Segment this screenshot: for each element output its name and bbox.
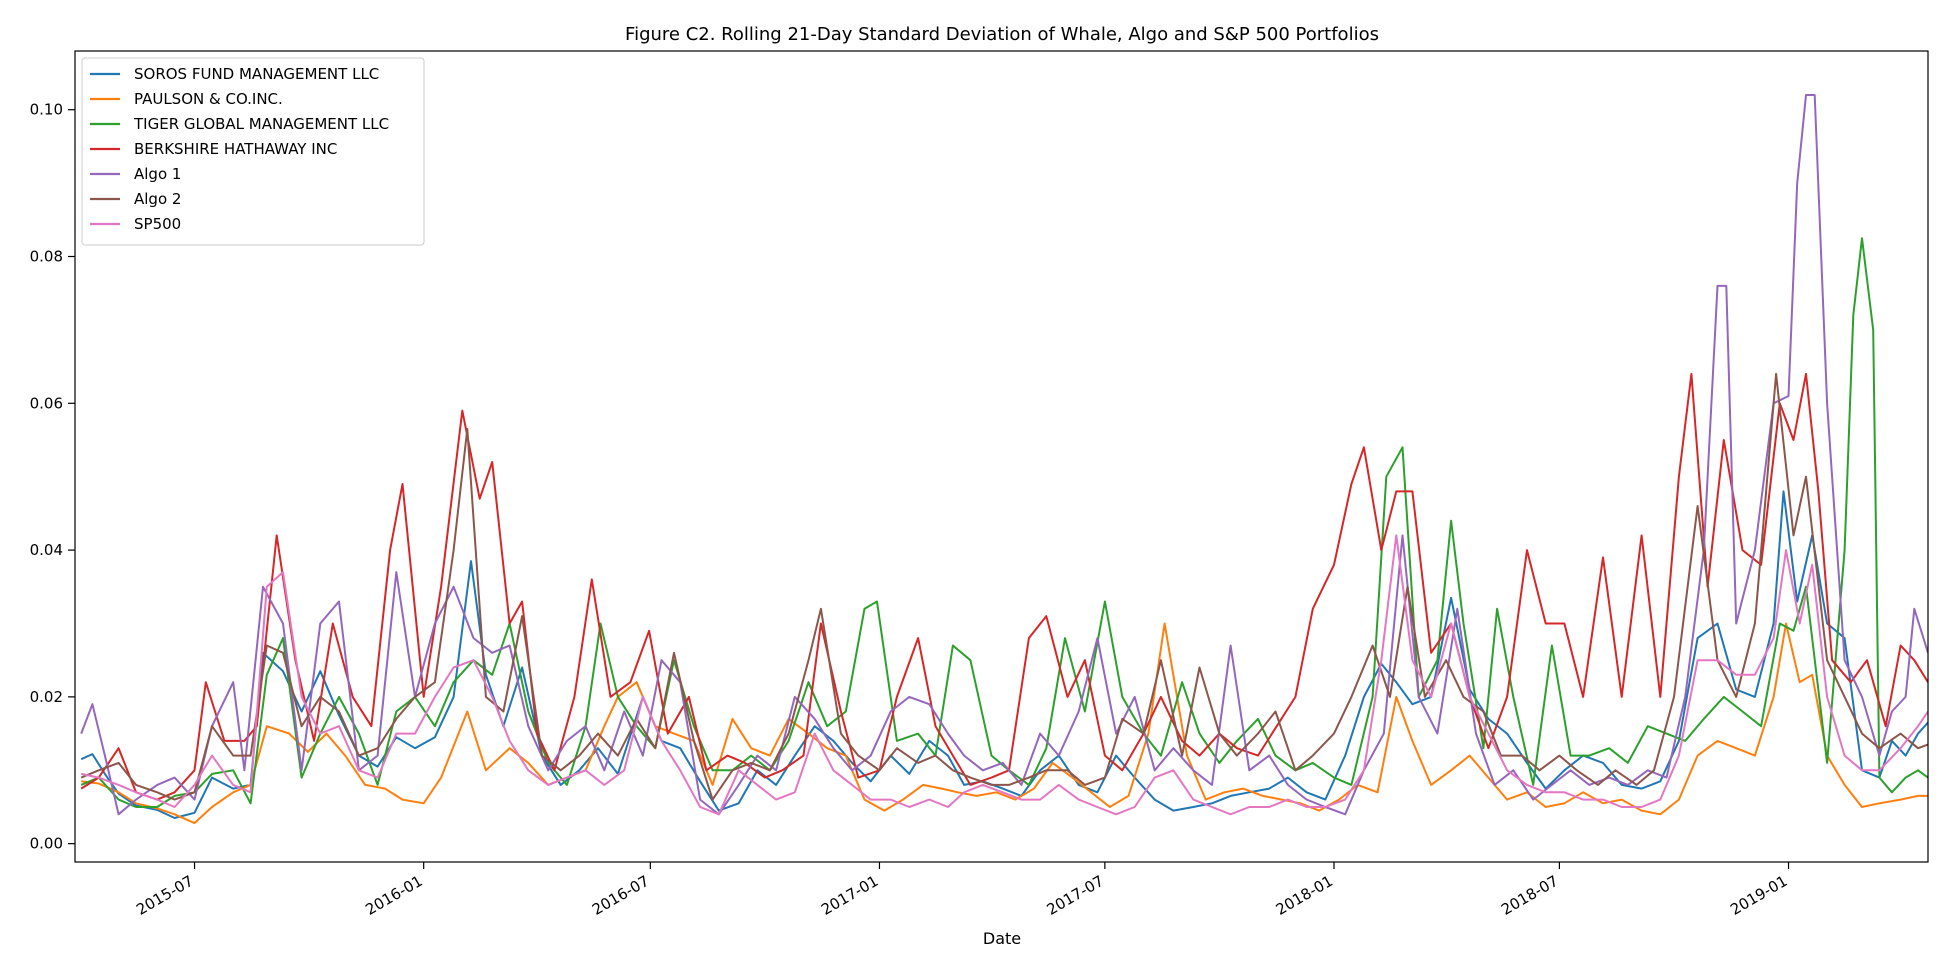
y-tick-label-2: 0.04 xyxy=(30,541,63,559)
legend-label-4: Algo 1 xyxy=(134,165,181,183)
y-tick-label-4: 0.08 xyxy=(30,248,63,266)
legend-label-6: SP500 xyxy=(134,215,181,233)
legend: SOROS FUND MANAGEMENT LLC PAULSON & CO.IN… xyxy=(81,57,425,246)
y-tick-label-1: 0.02 xyxy=(30,688,63,706)
series-line-6 xyxy=(80,534,1928,816)
plot-area xyxy=(80,94,1928,825)
y-tick-label-0: 0.00 xyxy=(30,835,63,853)
x-axis-title: Date xyxy=(983,929,1021,948)
chart-title: Figure C2. Rolling 21-Day Standard Devia… xyxy=(625,24,1379,45)
legend-label-2: TIGER GLOBAL MANAGEMENT LLC xyxy=(133,115,389,133)
legend-label-3: BERKSHIRE HATHAWAY INC xyxy=(134,140,337,158)
series-line-2 xyxy=(80,237,1928,808)
legend-label-1: PAULSON & CO.INC. xyxy=(134,90,283,108)
y-tick-label-3: 0.06 xyxy=(30,394,63,412)
plot-frame xyxy=(74,50,1929,863)
series-line-4 xyxy=(80,94,1928,816)
legend-label-5: Algo 2 xyxy=(134,190,181,208)
series-line-1 xyxy=(81,622,1928,825)
series-line-5 xyxy=(80,372,1928,801)
legend-box xyxy=(81,57,425,246)
legend-label-0: SOROS FUND MANAGEMENT LLC xyxy=(134,65,379,83)
y-tick-label-5: 0.10 xyxy=(30,101,63,119)
